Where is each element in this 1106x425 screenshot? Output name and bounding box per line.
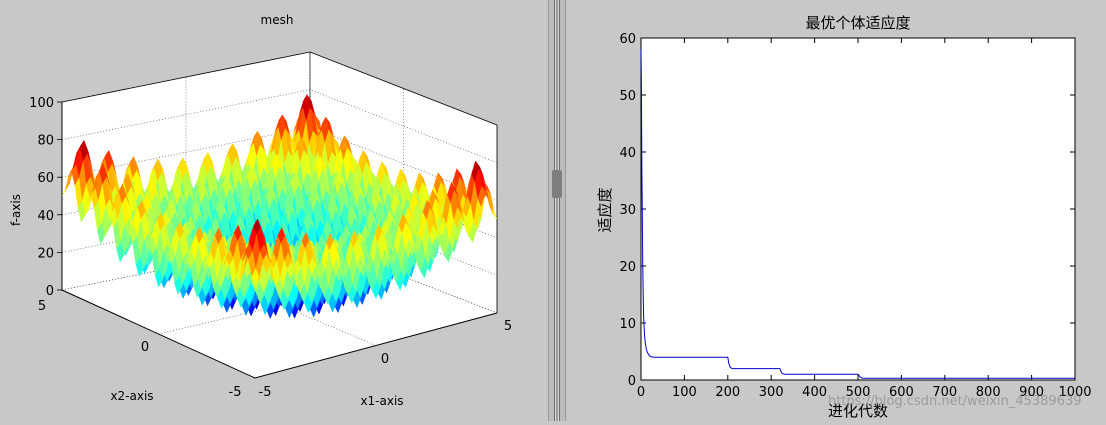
mesh-title: mesh	[261, 13, 294, 27]
y-tick-label: 20	[619, 260, 636, 275]
x-tick-label: 500	[846, 385, 871, 400]
surface-patch	[251, 268, 260, 285]
watermark-text: https://blog.csdn.net/weixin_45389639	[828, 394, 1082, 409]
y-tick-label: 30	[619, 203, 636, 218]
z-tick-label: 60	[37, 171, 54, 186]
x-gridline	[309, 52, 498, 314]
splitter-handle[interactable]	[552, 170, 562, 198]
z-tick-label: 80	[37, 134, 54, 149]
x-tick-label-neg5: -5	[259, 385, 272, 400]
x-tick-label: 0	[637, 385, 645, 400]
line-chart-xlabel: 进化代数	[828, 402, 888, 420]
x-tick-labels: 0 100 200 300 400 500 600 700 800 900 1000	[637, 385, 1092, 400]
splitter-grip	[554, 0, 560, 421]
y-tick-label: 0	[628, 374, 636, 389]
y-tick-label-5: 5	[38, 299, 46, 314]
x-tick-label: 200	[715, 385, 740, 400]
x-tick-label: 700	[932, 385, 957, 400]
line-chart-title: 最优个体适应度	[805, 14, 910, 32]
y-tick-label-neg5: -5	[229, 385, 242, 400]
x-tick-label: 400	[802, 385, 827, 400]
mesh-figure-panel: mesh 0 20 40 60 80 100 f-axis 5 0 -5 -5 0 5 x…	[0, 0, 548, 421]
y-tick-labels: 0 10 20 30 40 50 60	[619, 32, 636, 389]
y-tick-label: 60	[619, 32, 636, 47]
surface-mesh	[61, 94, 498, 319]
z-tick-label: 100	[29, 96, 54, 111]
fitness-figure-panel: 0 10 20 30 40 50 60 0 100 200 300 400 500 600 700 800 9…	[566, 0, 1106, 421]
x-tick-label: 300	[759, 385, 784, 400]
fitness-line-chart: 0 10 20 30 40 50 60 0 100 200 300 400 500 600 700 800 9…	[596, 14, 1092, 420]
x-tick-label: 800	[976, 385, 1001, 400]
x-tick-label: 100	[672, 385, 697, 400]
x-tick-label: 600	[889, 385, 914, 400]
x-tick-label-5: 5	[504, 319, 512, 334]
x-axis-label: x1-axis	[360, 394, 403, 408]
z-tick-label: 20	[37, 246, 54, 261]
z-tick-label: 0	[46, 284, 54, 299]
y-tick-label: 50	[619, 89, 636, 104]
x-tick-label: 1000	[1058, 385, 1091, 400]
figure-splitter[interactable]	[548, 0, 566, 421]
fitness-series-line	[640, 49, 1075, 379]
y-tick-label: 40	[619, 146, 636, 161]
mesh-surface-chart: mesh 0 20 40 60 80 100 f-axis 5 0 -5 -5 0 5 x…	[9, 13, 512, 408]
y-tick-label-0: 0	[141, 340, 149, 355]
z-axis-label: f-axis	[9, 194, 23, 226]
plot-area	[640, 37, 1076, 381]
z-tick-labels: 0 20 40 60 80 100	[29, 96, 62, 299]
y-axis-label: x2-axis	[110, 389, 153, 403]
line-chart-ylabel: 适应度	[596, 187, 614, 232]
z-tick-label: 40	[37, 209, 54, 224]
x-tick-label: 900	[1019, 385, 1044, 400]
x-tick-label-0: 0	[381, 352, 389, 367]
tick-marks	[640, 37, 1076, 381]
y-tick-label: 10	[619, 317, 636, 332]
